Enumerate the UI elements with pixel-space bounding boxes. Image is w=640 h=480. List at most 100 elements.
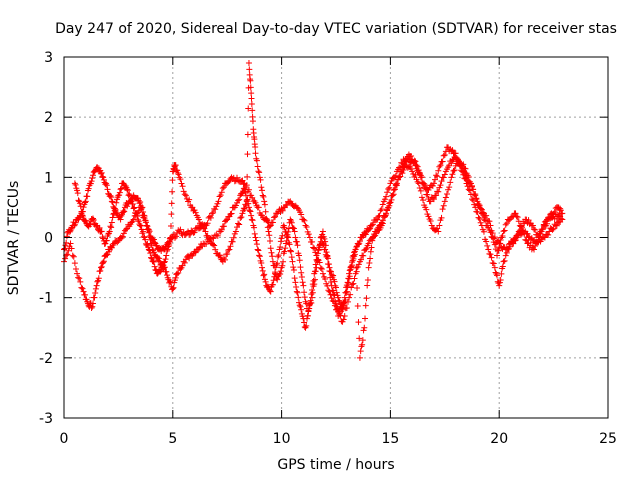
- data-point: [242, 189, 249, 196]
- data-point: [71, 180, 78, 187]
- data-point: [299, 279, 306, 286]
- data-point: [264, 224, 271, 231]
- data-point: [441, 198, 448, 205]
- data-point: [92, 290, 99, 297]
- data-point: [142, 236, 149, 243]
- data-point: [300, 282, 307, 289]
- data-point: [301, 324, 308, 331]
- data-point: [333, 284, 339, 291]
- data-point: [356, 354, 363, 361]
- data-point: [391, 186, 398, 193]
- data-point: [346, 267, 353, 274]
- data-point: [175, 269, 182, 276]
- data-point: [249, 194, 256, 201]
- data-point: [252, 150, 259, 157]
- data-point: [283, 237, 290, 244]
- data-point: [260, 193, 267, 200]
- data-point: [442, 194, 449, 201]
- data-point: [441, 152, 448, 159]
- data-point: [435, 188, 442, 195]
- data-point: [331, 278, 338, 285]
- data-point: [529, 222, 536, 229]
- data-point: [272, 213, 279, 220]
- data-point: [244, 151, 251, 158]
- data-point: [417, 187, 424, 194]
- data-point: [113, 199, 120, 206]
- data-point: [473, 195, 480, 202]
- data-point: [303, 322, 310, 329]
- data-point: [487, 222, 494, 229]
- data-point: [531, 226, 538, 233]
- data-point: [110, 241, 117, 248]
- data-point: [474, 209, 481, 216]
- data-point: [161, 258, 168, 265]
- data-point: [497, 237, 504, 244]
- data-point: [441, 171, 448, 178]
- data-point: [311, 281, 318, 288]
- data-point: [433, 192, 440, 199]
- data-point: [362, 302, 369, 309]
- data-point: [368, 244, 375, 251]
- data-point: [71, 260, 78, 267]
- data-point: [167, 234, 174, 241]
- data-point: [415, 180, 422, 187]
- data-point: [102, 240, 109, 247]
- data-point: [293, 284, 300, 291]
- data-point: [269, 253, 276, 260]
- data-point: [174, 270, 181, 277]
- data-point: [325, 287, 332, 294]
- data-point: [97, 170, 104, 177]
- data-point: [140, 209, 147, 216]
- data-point: [343, 304, 350, 311]
- data-point: [175, 171, 182, 178]
- data-point: [433, 172, 440, 179]
- data-point: [239, 210, 246, 217]
- data-point: [465, 174, 472, 181]
- data-point: [168, 200, 175, 207]
- data-point: [475, 214, 482, 221]
- data-point: [256, 252, 263, 259]
- data-point: [430, 196, 437, 203]
- data-point: [128, 219, 135, 226]
- data-point: [322, 238, 329, 245]
- data-point: [67, 240, 74, 247]
- data-point: [158, 267, 165, 274]
- data-point: [97, 267, 104, 274]
- data-point: [437, 182, 444, 189]
- data-point: [340, 316, 347, 323]
- data-point: [121, 208, 128, 215]
- data-point: [432, 176, 439, 183]
- data-point: [309, 294, 316, 301]
- data-point: [559, 210, 566, 217]
- data-point: [277, 243, 284, 250]
- data-point: [249, 107, 256, 114]
- data-point: [435, 167, 442, 174]
- x-tick-label: 5: [168, 431, 177, 447]
- data-point: [244, 173, 251, 180]
- data-point: [316, 242, 323, 249]
- data-point: [494, 252, 501, 259]
- data-point: [379, 201, 386, 208]
- data-point: [88, 178, 95, 185]
- data-point: [202, 228, 209, 235]
- data-point: [82, 217, 89, 224]
- data-point: [232, 202, 239, 209]
- data-point: [520, 227, 527, 234]
- data-point: [320, 241, 327, 248]
- data-point: [367, 225, 374, 232]
- data-point: [112, 206, 119, 213]
- data-point: [216, 252, 223, 259]
- data-point: [68, 245, 75, 252]
- data-point: [292, 279, 299, 286]
- data-point: [336, 298, 343, 305]
- data-point: [424, 191, 431, 198]
- data-point: [311, 276, 318, 283]
- data-point: [443, 191, 450, 198]
- data-point: [100, 258, 107, 265]
- data-point: [191, 207, 198, 214]
- data-point: [559, 216, 566, 223]
- data-point: [389, 192, 396, 199]
- data-point: [260, 272, 267, 279]
- data-point: [366, 259, 373, 266]
